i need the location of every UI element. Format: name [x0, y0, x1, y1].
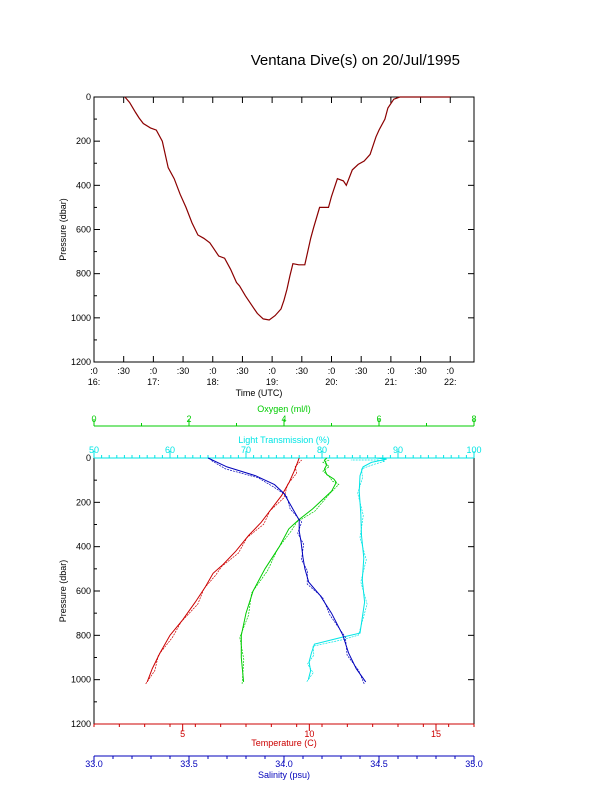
axis-tick-label: 5	[180, 729, 185, 739]
dive-time-plot: 020040060080010001200:016::30:017::30:01…	[58, 92, 475, 398]
axis-tick-label: 0	[91, 414, 96, 424]
y-tick-label: 200	[76, 497, 91, 507]
axis-tick-label: 90	[393, 445, 403, 455]
x-axis-label: Time (UTC)	[236, 388, 283, 398]
axis-tick-label: 60	[165, 445, 175, 455]
x-tick-label: :0	[387, 366, 395, 376]
axis-tick-label: 8	[471, 414, 476, 424]
y-tick-label: 1200	[71, 357, 91, 367]
temperature-profile	[146, 457, 300, 683]
profile-plot: 0 200 400 600 800 1000 1200 Pressure (dbar) 0 2 4 6…	[58, 404, 483, 780]
x-tick-label: 21:	[385, 377, 398, 387]
x-tick-label: :30	[296, 366, 309, 376]
x-tick-label: :0	[268, 366, 276, 376]
plot-frame	[93, 96, 475, 363]
x-tick-label: :30	[177, 366, 190, 376]
y-tick-label: 1000	[71, 675, 91, 685]
axis-title: Temperature (C)	[251, 738, 317, 748]
oxygen-profile	[240, 457, 337, 682]
light-transmission-profile-trace	[306, 459, 386, 682]
x-tick-label: 17:	[147, 377, 160, 387]
axis-tick-label: 33.5	[180, 759, 198, 769]
x-tick-label: :0	[150, 366, 158, 376]
axis-title: Salinity (psu)	[258, 770, 310, 780]
y-axis-label: Pressure (dbar)	[58, 560, 68, 623]
dive-depth-line	[124, 96, 451, 321]
x-tick-label: 19:	[266, 377, 279, 387]
x-tick-label: :0	[328, 366, 336, 376]
axis-tick-label: 100	[466, 445, 481, 455]
x-tick-label: 18:	[206, 377, 219, 387]
axis-title: Light Transmission (%)	[238, 435, 330, 445]
salinity-profile	[207, 457, 367, 683]
x-tick-label: 22:	[444, 377, 457, 387]
x-tick-label: :30	[414, 366, 427, 376]
y-tick-label: 1000	[71, 313, 91, 323]
axis-tick-label: 4	[281, 414, 286, 424]
y-axis-label: Pressure (dbar)	[58, 198, 68, 261]
y-tick-label: 400	[76, 180, 91, 190]
axis-tick-label: 33.0	[85, 759, 103, 769]
axis-tick-label: 34.0	[275, 759, 293, 769]
axis-title: Oxygen (ml/l)	[257, 404, 311, 414]
salinity-profile-trace	[210, 459, 365, 685]
x-tick-label: :30	[236, 366, 249, 376]
y-tick-label: 0	[86, 453, 91, 463]
x-tick-label: :0	[209, 366, 217, 376]
axis-tick-label: 35.0	[465, 759, 483, 769]
axis-tick-label: 10	[304, 729, 314, 739]
x-tick-label: 20:	[325, 377, 338, 387]
axis-tick-label: 15	[431, 729, 441, 739]
y-tick-label: 600	[76, 586, 91, 596]
y-tick-label: 0	[86, 92, 91, 102]
y-tick-label: 600	[76, 225, 91, 235]
temperature-profile-trace	[145, 459, 302, 685]
oxygen-profile-trace	[239, 459, 340, 684]
chart-title: Ventana Dive(s) on 20/Jul/1995	[250, 52, 460, 69]
x-tick-label: :30	[355, 366, 368, 376]
axis-tick-label: 50	[89, 445, 99, 455]
plot-frame	[93, 457, 475, 725]
y-tick-label: 400	[76, 542, 91, 552]
axis-tick-label: 2	[186, 414, 191, 424]
x-tick-label: :30	[117, 366, 130, 376]
x-tick-label: :0	[90, 366, 98, 376]
axis-tick-label: 6	[376, 414, 381, 424]
x-tick-label: 16:	[88, 377, 101, 387]
axis-tick-label: 70	[241, 445, 251, 455]
axis-tick-label: 34.5	[370, 759, 388, 769]
y-tick-label: 200	[76, 136, 91, 146]
x-tick-label: :0	[446, 366, 454, 376]
y-tick-label: 800	[76, 269, 91, 279]
light-transmission-profile	[307, 457, 387, 680]
y-tick-label: 1200	[71, 719, 91, 729]
y-tick-label: 800	[76, 630, 91, 640]
axis-tick-label: 80	[317, 445, 327, 455]
